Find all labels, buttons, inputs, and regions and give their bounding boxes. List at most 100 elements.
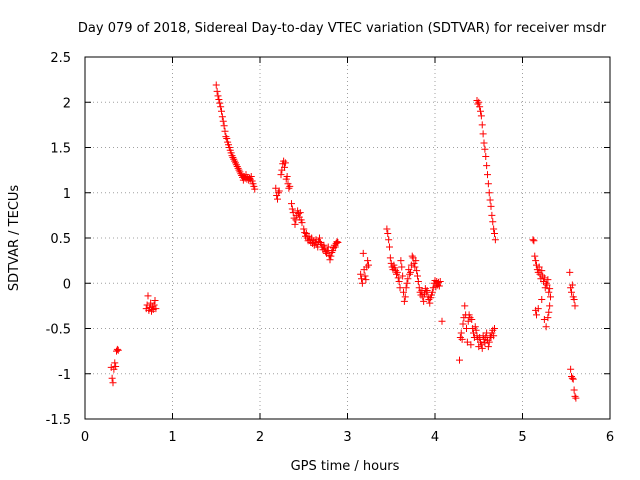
data-point [404, 275, 412, 283]
data-point [223, 134, 231, 142]
data-point [403, 279, 411, 287]
data-point [280, 157, 288, 165]
data-point [486, 196, 494, 204]
data-point [417, 291, 425, 299]
data-point [571, 302, 579, 310]
data-point [357, 270, 365, 278]
data-point [538, 296, 546, 304]
data-point [529, 236, 537, 244]
data-point [566, 268, 574, 276]
data-point [229, 153, 237, 161]
x-axis-label: GPS time / hours [291, 459, 400, 474]
data-point [567, 365, 575, 373]
data-point [461, 302, 469, 310]
data-point [538, 267, 546, 275]
data-point [214, 92, 222, 100]
data-point [466, 314, 474, 322]
data-point [245, 176, 253, 184]
data-point [358, 279, 366, 287]
data-point [274, 189, 282, 197]
data-point [399, 272, 407, 280]
data-point [398, 263, 406, 271]
data-point [383, 225, 391, 233]
data-point [413, 267, 421, 275]
data-point [479, 130, 487, 138]
data-point [534, 305, 542, 313]
y-tick-label: -1.5 [46, 413, 71, 428]
data-point [428, 288, 436, 296]
data-point [436, 277, 444, 285]
data-point [236, 168, 244, 176]
data-point [150, 301, 158, 309]
data-point [148, 307, 155, 315]
data-point [152, 305, 160, 313]
data-point [531, 252, 539, 260]
data-point [316, 234, 323, 242]
data-point [215, 96, 223, 104]
data-point [411, 263, 419, 271]
data-point [283, 172, 291, 180]
y-tick-label: -0.5 [46, 323, 71, 338]
data-point [327, 252, 335, 260]
data-point [432, 283, 440, 291]
data-point [213, 87, 221, 95]
data-point [384, 229, 392, 237]
y-axis-label: SDTVAR / TECUs [7, 185, 22, 292]
data-point [324, 243, 332, 251]
data-point [457, 329, 465, 337]
y-tick-label: 1.5 [50, 142, 71, 157]
data-point [400, 297, 408, 305]
data-point [277, 171, 285, 179]
data-point [281, 159, 289, 167]
data-point [570, 386, 578, 394]
data-point [232, 159, 239, 167]
data-point [546, 302, 554, 310]
data-point [477, 107, 484, 115]
data-point [459, 320, 467, 328]
data-point [394, 274, 402, 282]
data-point [108, 374, 116, 382]
data-point [288, 205, 296, 213]
data-point [300, 225, 308, 233]
data-point [484, 171, 491, 179]
data-point [533, 311, 540, 319]
data-point [216, 99, 224, 107]
data-point [412, 257, 420, 265]
data-point [219, 117, 227, 125]
data-point [491, 229, 498, 237]
data-point [362, 276, 370, 284]
data-point [408, 252, 416, 260]
data-point [407, 268, 414, 276]
data-point [235, 166, 243, 174]
data-point [234, 164, 242, 172]
data-point [545, 288, 553, 296]
data-point [569, 375, 577, 383]
data-point [535, 263, 543, 271]
data-point [333, 238, 341, 246]
data-point [568, 374, 576, 382]
y-tick-label: 2.5 [50, 51, 71, 66]
data-point [393, 270, 400, 278]
chart-title: Day 079 of 2018, Sidereal Day-to-day VTE… [78, 21, 607, 36]
data-point [471, 323, 479, 331]
data-point [147, 299, 155, 307]
data-point [530, 237, 538, 245]
data-point [109, 379, 117, 387]
data-point [151, 296, 159, 304]
data-point [491, 236, 499, 244]
data-point [532, 257, 540, 265]
data-point [484, 343, 492, 351]
data-point [568, 288, 575, 296]
data-point [286, 182, 294, 190]
data-point [301, 229, 309, 237]
y-tick-label: -1 [58, 368, 71, 383]
y-tick-label: 0.5 [50, 232, 71, 247]
data-point [435, 278, 442, 286]
data-point [334, 239, 342, 247]
data-point [491, 325, 498, 332]
data-point [568, 281, 576, 289]
data-point [482, 153, 490, 161]
data-point [414, 272, 421, 280]
data-point [544, 314, 552, 322]
data-point [291, 220, 299, 228]
